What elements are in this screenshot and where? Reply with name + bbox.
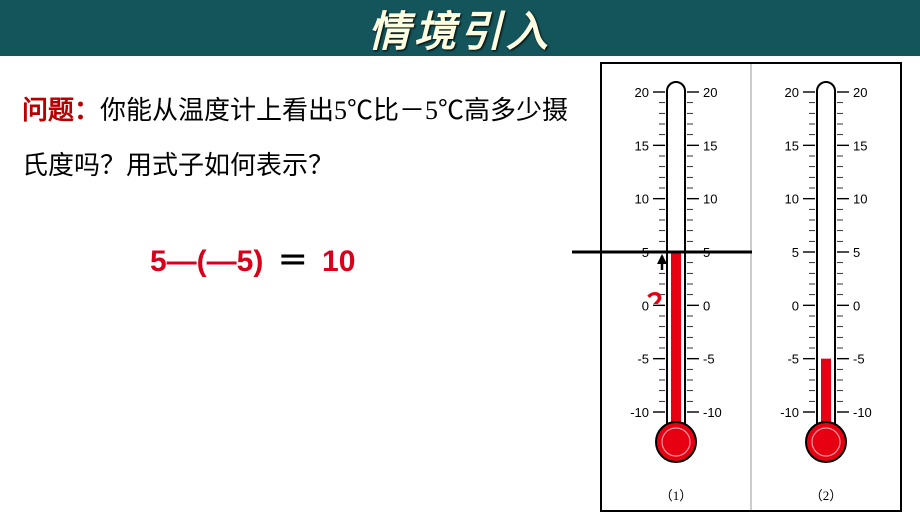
svg-text:5: 5: [853, 245, 860, 260]
svg-text:-10: -10: [703, 405, 722, 420]
svg-text:-5: -5: [853, 352, 865, 367]
slide-header: 情境引入: [0, 0, 920, 56]
thermometer-1-caption: （1）: [660, 485, 693, 504]
svg-text:-10: -10: [780, 405, 799, 420]
svg-text:-10: -10: [630, 405, 649, 420]
svg-text:15: 15: [703, 138, 717, 153]
svg-text:-5: -5: [637, 352, 649, 367]
svg-text:15: 15: [785, 138, 799, 153]
svg-text:10: 10: [853, 192, 867, 207]
svg-text:20: 20: [853, 85, 867, 100]
svg-text:0: 0: [853, 298, 860, 313]
thermometer-2-svg: 20 20 15 15 10 10 5 5 0 0 -5 -5 -10 -10: [756, 72, 896, 472]
header-title: 情境引入: [368, 0, 552, 59]
svg-text:15: 15: [635, 138, 649, 153]
svg-text:0: 0: [792, 298, 799, 313]
thermometer-1-svg: 20 20 15 15 10 10 5 5 0 0 -5 -5 -10 -10: [606, 72, 746, 472]
equation-rhs: 10: [322, 245, 355, 278]
svg-text:0: 0: [703, 298, 710, 313]
svg-text:10: 10: [635, 192, 649, 207]
svg-text:10: 10: [785, 192, 799, 207]
svg-text:5: 5: [703, 245, 710, 260]
svg-text:-5: -5: [703, 352, 715, 367]
svg-text:5: 5: [642, 245, 649, 260]
thermometer-panel: 20 20 15 15 10 10 5 5 0 0 -5 -5 -10 -10 （1） 20 20 15 15 1…: [600, 62, 902, 512]
question-block: 问题：你能从温度计上看出5℃比－5℃高多少摄氏度吗？用式子如何表示？: [22, 84, 582, 193]
question-label: 问题：: [22, 96, 100, 125]
svg-text:-5: -5: [787, 352, 799, 367]
equation-equals: ＝: [278, 245, 308, 278]
thermometer-2-caption: （2）: [810, 485, 843, 504]
svg-text:15: 15: [853, 138, 867, 153]
svg-text:20: 20: [785, 85, 799, 100]
equation-block: 5―(―5) ＝ 10: [150, 236, 355, 280]
thermometer-2: 20 20 15 15 10 10 5 5 0 0 -5 -5 -10 -10 （2）: [752, 64, 900, 510]
question-text: 你能从温度计上看出5℃比－5℃高多少摄氏度吗？用式子如何表示？: [22, 96, 568, 180]
svg-text:0: 0: [642, 298, 649, 313]
svg-text:5: 5: [792, 245, 799, 260]
svg-text:20: 20: [635, 85, 649, 100]
content-area: 问题：你能从温度计上看出5℃比－5℃高多少摄氏度吗？用式子如何表示？ 5―(―5…: [0, 56, 920, 518]
svg-text:10: 10: [703, 192, 717, 207]
svg-text:-10: -10: [853, 405, 872, 420]
svg-text:20: 20: [703, 85, 717, 100]
equation-lhs: 5―(―5): [150, 245, 263, 278]
thermometer-1: 20 20 15 15 10 10 5 5 0 0 -5 -5 -10 -10 （1）: [602, 64, 752, 510]
